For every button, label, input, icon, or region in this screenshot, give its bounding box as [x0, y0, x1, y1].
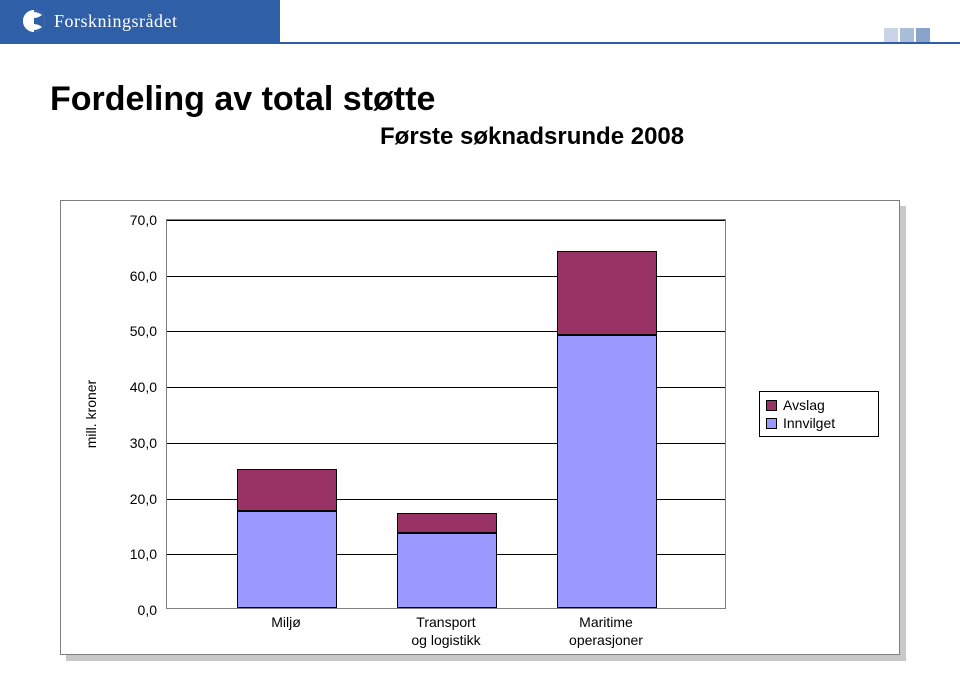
chart-container: mill. kroner 0,010,020,030,040,050,060,0… — [60, 200, 900, 655]
bar-group — [557, 251, 657, 608]
page-title: Fordeling av total støtte — [50, 80, 910, 119]
legend-label: Avslag — [783, 397, 825, 413]
x-tick-label: Maritimeoperasjoner — [569, 614, 643, 649]
y-tick-label: 50,0 — [130, 323, 157, 339]
header-underline — [0, 42, 960, 44]
bar-segment-innvilget — [237, 511, 337, 609]
y-tick-label: 30,0 — [130, 435, 157, 451]
legend: Avslag Innvilget — [759, 391, 879, 437]
header-decor — [884, 28, 930, 42]
plot-area: 0,010,020,030,040,050,060,070,0 — [166, 219, 726, 609]
bar-segment-avslag — [397, 513, 497, 533]
legend-swatch-innvilget — [766, 418, 777, 429]
x-tick-label: Miljø — [271, 614, 301, 632]
brand-name: Forskningsrådet — [54, 11, 178, 32]
brand-bar: Forskningsrådet — [0, 0, 280, 42]
bar-segment-avslag — [557, 251, 657, 335]
x-tick-label: Transportog logistikk — [411, 614, 480, 649]
bar-segment-innvilget — [557, 335, 657, 608]
y-tick-label: 60,0 — [130, 268, 157, 284]
brand-icon — [22, 9, 46, 33]
y-tick-label: 70,0 — [130, 212, 157, 228]
legend-label: Innvilget — [783, 415, 835, 431]
bar-group — [237, 469, 337, 608]
bar-segment-avslag — [237, 469, 337, 511]
y-axis-label-wrap: mill. kroner — [81, 219, 101, 609]
legend-item-avslag: Avslag — [766, 396, 872, 414]
brand-logo: Forskningsrådet — [22, 9, 178, 33]
gridline — [167, 220, 725, 221]
y-tick-label: 40,0 — [130, 379, 157, 395]
page-subtitle: Første søknadsrunde 2008 — [380, 123, 910, 151]
y-axis-label: mill. kroner — [83, 380, 99, 448]
bar-group — [397, 513, 497, 608]
header: Forskningsrådet — [0, 0, 960, 50]
y-tick-label: 10,0 — [130, 546, 157, 562]
chart-panel: mill. kroner 0,010,020,030,040,050,060,0… — [60, 200, 900, 655]
legend-swatch-avslag — [766, 400, 777, 411]
y-tick-label: 20,0 — [130, 491, 157, 507]
bar-segment-innvilget — [397, 533, 497, 608]
legend-item-innvilget: Innvilget — [766, 414, 872, 432]
x-axis-labels: Miljø Transportog logistikk Maritimeoperas… — [166, 614, 726, 654]
y-tick-label: 0,0 — [138, 602, 157, 618]
title-block: Fordeling av total støtte Første søknads… — [0, 50, 960, 151]
